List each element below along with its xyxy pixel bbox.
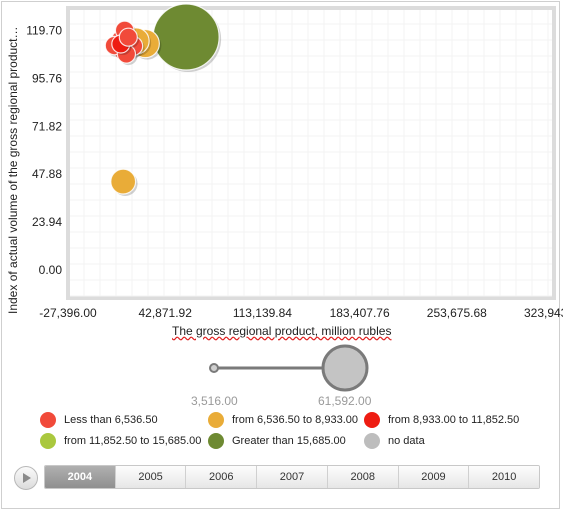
y-tick-label: 71.82: [32, 119, 62, 133]
y-tick-label: 23.94: [32, 215, 62, 229]
legend-item[interactable]: Greater than 15,685.00: [208, 433, 346, 449]
year-tab[interactable]: 2005: [115, 466, 187, 488]
year-tabs: 2004 2005 2006 2007 2008 2009 2010: [44, 465, 540, 489]
legend-swatch: [40, 412, 56, 428]
legend-item[interactable]: from 8,933.00 to 11,852.50: [364, 412, 519, 428]
legend-item-label: Less than 6,536.50: [64, 414, 158, 426]
legend-item-label: from 11,852.50 to 15,685.00: [64, 435, 202, 447]
x-tick-label: -27,396.00: [39, 306, 97, 320]
y-tick-label: 0.00: [39, 263, 63, 277]
x-tick-label: 113,139.84: [233, 306, 292, 320]
bubble: [110, 168, 137, 195]
y-tick-label: 47.88: [32, 167, 62, 181]
y-axis-label: Index of actual volume of the gross regi…: [6, 24, 20, 314]
legend-item[interactable]: from 11,852.50 to 15,685.00: [40, 433, 201, 449]
legend-item[interactable]: no data: [364, 433, 425, 449]
x-tick-label: 323,943.60: [524, 306, 563, 320]
legend-swatch: [40, 433, 56, 449]
x-axis-label: The gross regional product, million rubl…: [172, 324, 392, 338]
x-tick-label: 42,871.92: [139, 306, 193, 320]
y-tick-label: 95.76: [32, 71, 62, 85]
legend-item-label: from 6,536.50 to 8,933.00: [232, 414, 358, 426]
size-legend-min-label: 3,516.00: [191, 394, 238, 408]
size-legend-max-label: 61,592.00: [318, 394, 372, 408]
legend-swatch: [364, 433, 380, 449]
legend-item[interactable]: Less than 6,536.50: [40, 412, 158, 428]
y-tick-label: 119.70: [26, 24, 62, 38]
timeline: 2004 2005 2006 2007 2008 2009 2010: [14, 464, 542, 490]
play-button[interactable]: [14, 466, 38, 490]
size-legend-min-bubble: [209, 363, 219, 373]
x-tick-label: 253,675.68: [427, 306, 487, 320]
year-tab[interactable]: 2007: [257, 466, 328, 488]
bubble: [152, 3, 220, 71]
bubble: [118, 27, 138, 47]
legend-swatch: [208, 412, 224, 428]
legend-item-label: no data: [388, 435, 425, 447]
year-tab[interactable]: 2009: [398, 466, 470, 488]
year-tab[interactable]: 2008: [327, 466, 399, 488]
legend-item-label: from 8,933.00 to 11,852.50: [388, 414, 520, 426]
year-tab[interactable]: 2006: [186, 466, 258, 488]
size-legend-max-bubble: [321, 344, 369, 392]
year-tab[interactable]: 2004: [45, 466, 116, 488]
legend-item[interactable]: from 6,536.50 to 8,933.00: [208, 412, 358, 428]
x-tick-label: 183,407.76: [330, 306, 390, 320]
bubble-chart: 0.00 23.94 47.88 71.82 95.76 119.70 -27,396.0…: [26, 3, 563, 392]
legend-swatch: [208, 433, 224, 449]
legend-item-label: Greater than 15,685.00: [232, 435, 346, 447]
year-tab[interactable]: 2010: [469, 466, 539, 488]
legend-swatch: [364, 412, 380, 428]
play-icon: [23, 473, 31, 483]
